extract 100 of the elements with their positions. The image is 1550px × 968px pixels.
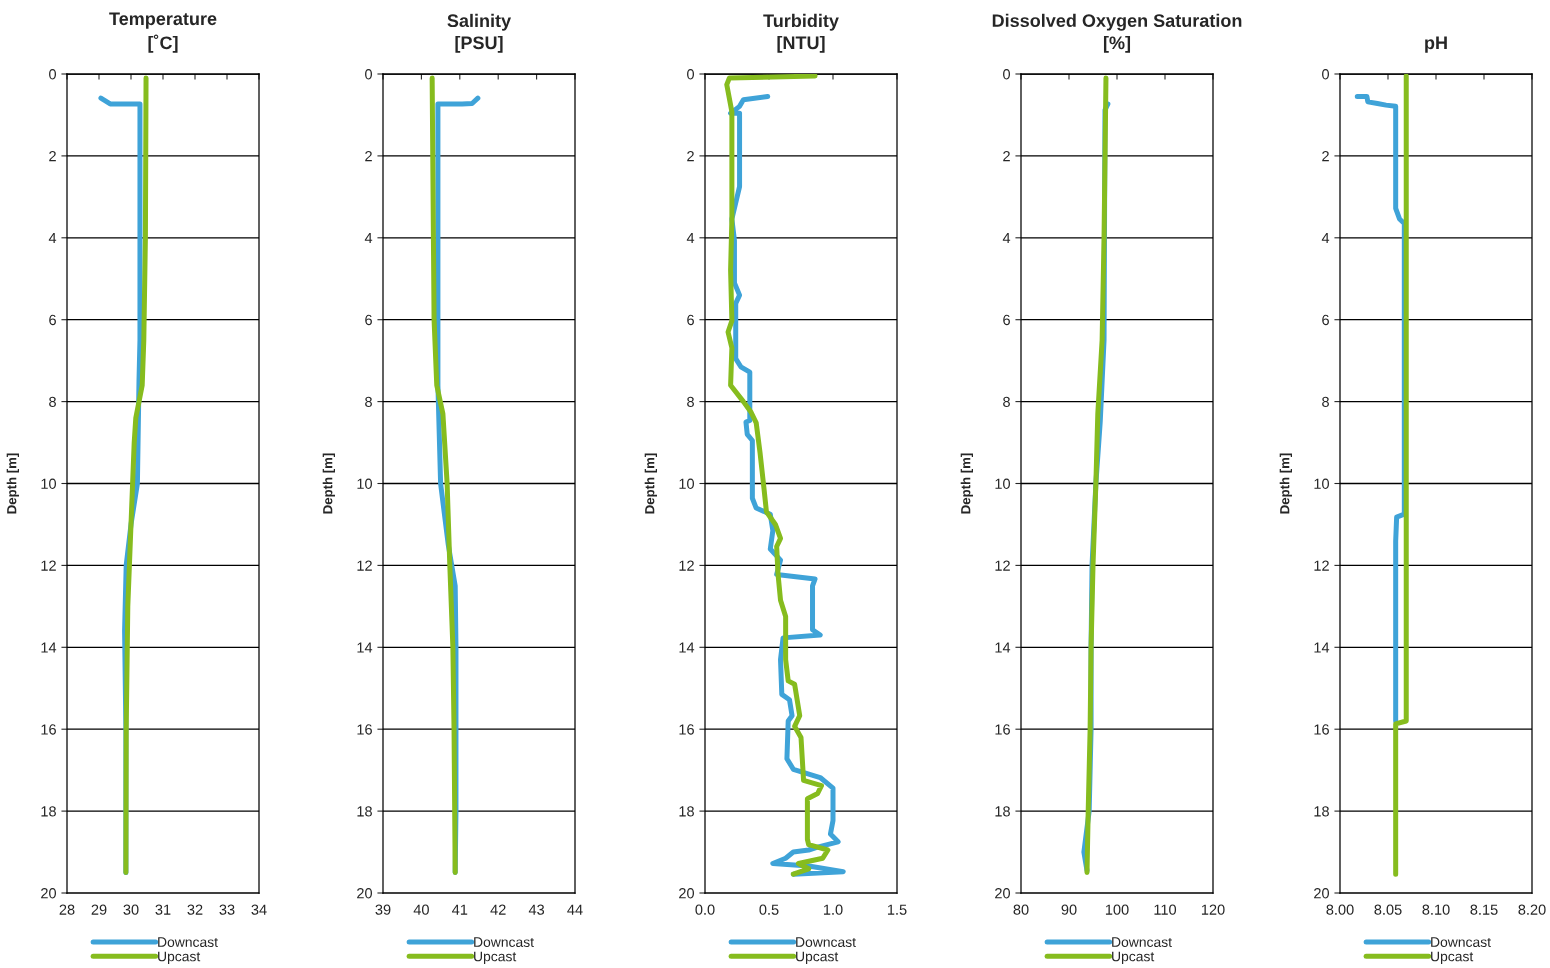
x-tick-label: 100 (1105, 904, 1129, 915)
legend-label: Downcast (158, 937, 218, 947)
y-tick-label: 14 (41, 642, 57, 653)
y-tick-label: 10 (1314, 478, 1330, 489)
y-tick-label: 0 (365, 69, 373, 80)
x-tick-label: 41 (452, 904, 468, 915)
y-tick-label: 10 (679, 478, 695, 489)
y-tick-label: 2 (1003, 151, 1010, 162)
y-tick-label: 8 (1322, 396, 1329, 408)
y-tick-label: 14 (679, 642, 695, 653)
x-tick-label: 32 (187, 904, 203, 915)
y-tick-label: 20 (995, 888, 1011, 899)
y-axis-title: Depth [m] (1279, 453, 1292, 514)
y-tick-label: 12 (41, 560, 56, 571)
y-tick-label: 2 (1322, 151, 1329, 162)
y-tick-label: 2 (365, 151, 372, 162)
y-tick-label: 0 (49, 69, 57, 80)
y-tick-label: 12 (995, 560, 1010, 571)
y-tick-label: 6 (365, 314, 372, 326)
x-tick-label: 1.5 (887, 904, 907, 915)
y-tick-label: 8 (687, 396, 694, 408)
y-tick-label: 4 (364, 233, 373, 244)
x-tick-label: 44 (567, 904, 583, 915)
x-tick-label: 43 (528, 904, 545, 915)
y-tick-label: 10 (41, 478, 57, 489)
x-tick-label: 28 (59, 904, 75, 915)
x-tick-label: 8.10 (1422, 904, 1450, 915)
x-tick-label: 90 (1061, 904, 1077, 915)
y-tick-label: 6 (687, 314, 694, 326)
legend-label: Upcast (796, 951, 839, 965)
y-axis-title: Depth [m] (322, 453, 335, 514)
x-tick-label: 8.15 (1470, 904, 1498, 915)
y-tick-label: 12 (357, 560, 372, 571)
y-tick-label: 4 (48, 233, 57, 244)
y-tick-label: 8 (49, 396, 56, 408)
x-tick-label: 31 (155, 904, 171, 915)
y-tick-label: 16 (995, 724, 1010, 735)
y-tick-label: 6 (1003, 314, 1010, 326)
x-tick-label: 30 (123, 904, 139, 915)
y-tick-label: 18 (1314, 806, 1329, 817)
y-tick-label: 18 (995, 806, 1010, 817)
chart-title: Temperature [˚C] (109, 12, 217, 53)
y-tick-label: 8 (365, 396, 372, 408)
chart-title: Dissolved Oxygen Saturation [%] (992, 13, 1242, 53)
x-tick-label: 29 (91, 904, 107, 915)
y-tick-label: 14 (1314, 642, 1330, 653)
x-tick-label: 1.0 (823, 904, 843, 915)
x-tick-label: 42 (490, 904, 506, 915)
legend-label: Upcast (158, 951, 201, 965)
x-tick-label: 34 (251, 904, 267, 915)
x-tick-label: 120 (1201, 904, 1225, 915)
legend-label: Upcast (1431, 951, 1474, 965)
x-tick-label: 80 (1013, 904, 1029, 915)
y-tick-label: 0 (1322, 69, 1330, 80)
y-axis-title: Depth [m] (6, 453, 19, 514)
y-axis-title: Depth [m] (644, 453, 657, 514)
y-tick-label: 4 (686, 233, 695, 244)
y-tick-label: 16 (1314, 724, 1329, 735)
legend-label: Upcast (1112, 951, 1155, 965)
x-tick-label: 40 (413, 904, 429, 915)
y-tick-label: 10 (995, 478, 1011, 489)
legend-label: Downcast (474, 937, 534, 947)
y-tick-label: 12 (1314, 560, 1329, 571)
y-tick-label: 2 (49, 151, 56, 162)
x-tick-label: 33 (219, 904, 235, 915)
y-tick-label: 14 (357, 642, 373, 653)
legend-label: Downcast (796, 937, 856, 947)
x-tick-label: 8.00 (1326, 904, 1354, 915)
y-tick-label: 14 (995, 642, 1011, 653)
legend-label: Upcast (474, 951, 517, 965)
y-tick-label: 18 (41, 806, 56, 817)
x-tick-label: 39 (375, 904, 391, 915)
y-tick-label: 18 (679, 806, 694, 817)
y-tick-label: 10 (357, 478, 373, 489)
y-tick-label: 20 (1314, 888, 1330, 899)
y-tick-label: 12 (679, 560, 694, 571)
x-tick-label: 0.0 (695, 904, 715, 915)
y-tick-label: 2 (687, 151, 694, 162)
x-tick-label: 110 (1154, 904, 1177, 915)
y-tick-label: 18 (357, 806, 372, 817)
x-tick-label: 8.20 (1518, 904, 1546, 915)
x-tick-label: 0.5 (759, 904, 779, 915)
y-tick-label: 8 (1003, 396, 1010, 408)
y-tick-label: 16 (679, 724, 694, 735)
chart-title: pH (1425, 36, 1447, 53)
x-tick-label: 8.05 (1374, 904, 1402, 915)
y-tick-label: 20 (679, 888, 695, 899)
chart-title: Salinity [PSU] (447, 13, 512, 53)
y-tick-label: 20 (41, 888, 57, 899)
y-tick-label: 6 (49, 314, 56, 326)
legend-label: Downcast (1431, 937, 1491, 947)
y-tick-label: 0 (1003, 69, 1011, 80)
legend-label: Downcast (1112, 937, 1172, 947)
y-tick-label: 16 (357, 724, 372, 735)
y-tick-label: 4 (1321, 233, 1330, 244)
y-tick-label: 6 (1322, 314, 1329, 326)
y-tick-label: 20 (357, 888, 373, 899)
y-tick-label: 0 (687, 69, 695, 80)
y-tick-label: 16 (41, 724, 56, 735)
y-axis-title: Depth [m] (960, 453, 973, 514)
